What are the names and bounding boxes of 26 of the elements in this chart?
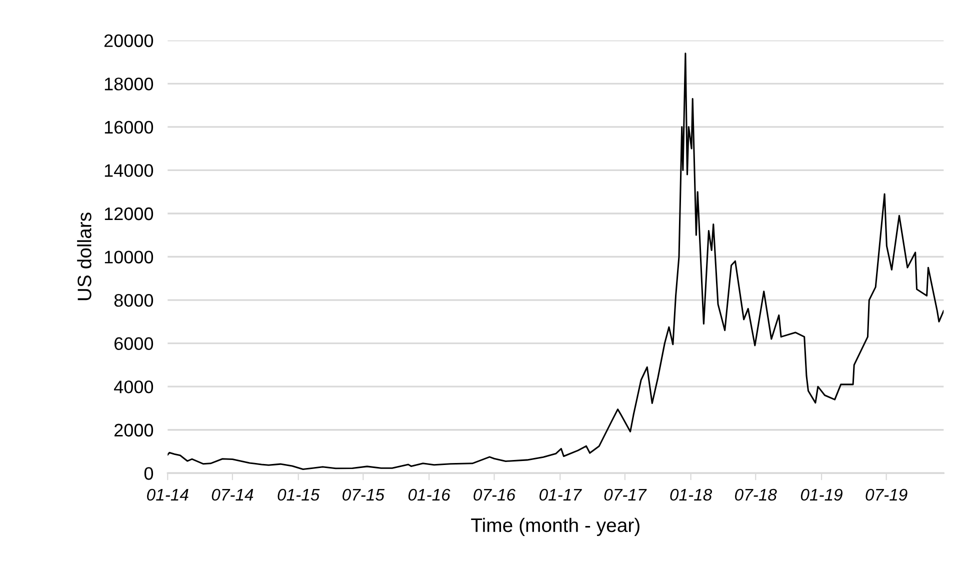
y-tick-label: 14000	[104, 164, 154, 177]
y-tick-label: 2000	[114, 424, 154, 437]
x-tick-label: 07-18	[735, 488, 777, 501]
x-tick-label: 01-14	[147, 488, 188, 501]
y-tick-label: 8000	[114, 294, 154, 307]
y-tick-label: 0	[144, 467, 154, 480]
y-tick-label: 6000	[114, 337, 154, 350]
x-tick-label: 07-17	[604, 488, 647, 501]
y-tick-label: 12000	[104, 207, 154, 220]
y-tick-label: 20000	[104, 34, 154, 48]
line-series	[168, 52, 944, 470]
x-tick-label: 07-16	[474, 488, 516, 501]
y-tick-label: 18000	[104, 78, 154, 90]
x-tick-label: 07-14	[212, 488, 254, 501]
y-tick-label: 10000	[104, 250, 154, 264]
x-tick-label: 01-19	[800, 488, 842, 501]
x-tick-label: 01-18	[670, 488, 712, 501]
x-axis-title: Time (month - year)	[471, 518, 640, 536]
y-axis-title: US dollars	[77, 212, 92, 300]
x-tick-label: 01-17	[540, 488, 582, 501]
y-tick-label: 4000	[114, 380, 154, 394]
x-tick-label: 01-15	[278, 488, 320, 501]
x-tick-label: 01-16	[408, 488, 450, 501]
x-tick-label: 07-19	[866, 488, 908, 501]
y-tick-label: 16000	[104, 120, 154, 134]
x-tick-label: 07-15	[342, 488, 385, 501]
